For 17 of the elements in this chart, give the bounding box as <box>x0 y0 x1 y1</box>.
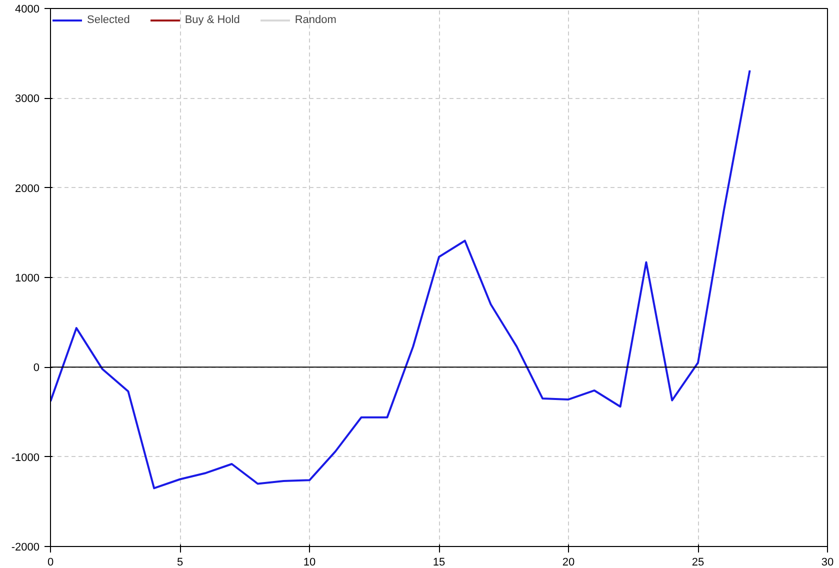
x-tick-label: 25 <box>692 556 704 568</box>
y-tick-label: 1000 <box>15 272 40 284</box>
y-tick-label: 0 <box>33 362 40 374</box>
y-tick-label: 3000 <box>15 93 40 106</box>
y-tick-label: 2000 <box>15 182 40 195</box>
x-tick-label: 10 <box>303 556 316 568</box>
y-tick-label: -1000 <box>11 452 40 464</box>
legend-label: Buy & Hold <box>184 14 240 26</box>
legend-label: Random <box>294 14 336 26</box>
x-tick-label: 0 <box>47 556 54 568</box>
legend-label: Selected <box>87 14 130 26</box>
y-tick-label: 4000 <box>15 4 40 16</box>
x-tick-label: 15 <box>432 556 446 568</box>
y-tick-label: -2000 <box>11 542 40 554</box>
x-tick-label: 30 <box>821 556 834 568</box>
x-tick-label: 20 <box>562 556 575 568</box>
x-tick-label: 5 <box>176 556 184 568</box>
